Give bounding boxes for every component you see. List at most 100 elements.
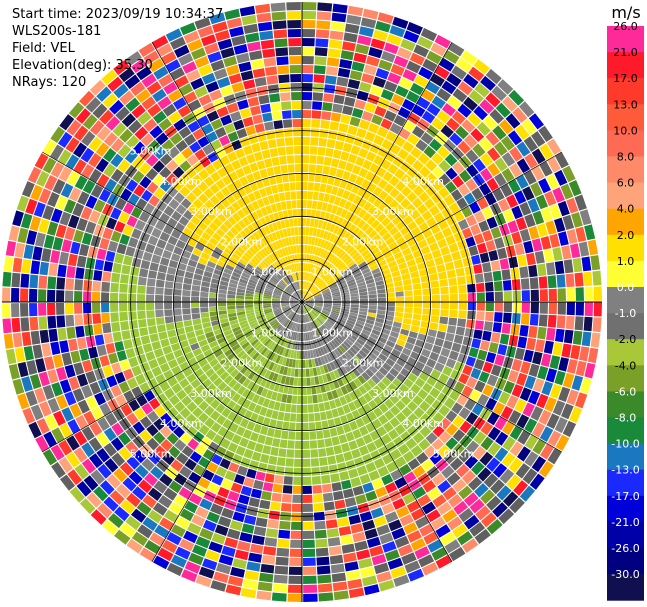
velocity-gate	[67, 419, 81, 434]
velocity-gate	[82, 179, 96, 194]
velocity-gate	[398, 333, 408, 342]
velocity-gate	[241, 523, 255, 534]
velocity-gate	[394, 316, 403, 323]
velocity-gate	[171, 383, 183, 394]
velocity-gate	[195, 384, 206, 395]
velocity-gate	[314, 276, 320, 285]
velocity-gate	[377, 336, 387, 344]
velocity-gate	[73, 447, 88, 463]
velocity-gate	[471, 338, 481, 349]
velocity-gate	[397, 148, 409, 160]
velocity-gate	[221, 175, 232, 186]
velocity-gate	[279, 280, 287, 288]
velocity-gate	[294, 305, 300, 312]
velocity-gate	[474, 82, 490, 98]
velocity-gate	[179, 508, 194, 522]
velocity-gate	[50, 341, 61, 355]
velocity-gate	[264, 436, 274, 446]
velocity-gate	[483, 473, 499, 488]
velocity-gate	[12, 332, 23, 348]
velocity-gate	[73, 362, 85, 376]
velocity-gate	[414, 546, 430, 560]
velocity-gate	[367, 411, 378, 422]
velocity-gate	[448, 494, 463, 508]
velocity-gate	[297, 290, 301, 299]
velocity-gate	[375, 280, 385, 286]
velocity-gate	[310, 458, 320, 467]
velocity-gate	[314, 329, 320, 338]
velocity-gate	[139, 327, 149, 337]
velocity-gate	[329, 361, 336, 371]
velocity-gate	[410, 270, 420, 279]
colorbar-tick-label: 13.0	[613, 98, 638, 111]
velocity-gate	[422, 295, 431, 302]
velocity-gate	[353, 216, 362, 226]
velocity-gate	[300, 290, 302, 298]
velocity-gate	[298, 332, 301, 341]
velocity-gate	[316, 565, 331, 575]
velocity-gate	[320, 120, 330, 129]
velocity-gate	[112, 262, 122, 274]
velocity-gate	[331, 269, 340, 277]
velocity-gate	[320, 313, 328, 319]
velocity-gate	[399, 463, 412, 476]
velocity-gate	[430, 516, 446, 531]
colorbar-tick-label: 26.0	[613, 20, 638, 33]
velocity-gate	[111, 272, 121, 283]
velocity-gate	[282, 485, 293, 494]
velocity-gate	[281, 238, 287, 247]
velocity-gate	[102, 271, 112, 282]
velocity-gate	[368, 298, 377, 302]
velocity-gate	[546, 174, 560, 190]
velocity-gate	[135, 373, 147, 386]
velocity-gate	[431, 249, 442, 259]
velocity-gate	[286, 287, 293, 294]
velocity-gate	[471, 187, 484, 201]
velocity-gate	[501, 269, 511, 281]
velocity-gate	[320, 285, 328, 291]
velocity-gate	[200, 252, 210, 261]
velocity-gate	[516, 372, 528, 386]
velocity-gate	[480, 152, 494, 167]
velocity-gate	[347, 192, 357, 202]
velocity-gate	[132, 170, 145, 184]
velocity-gate	[142, 343, 153, 353]
velocity-gate	[414, 361, 425, 371]
velocity-gate	[218, 302, 227, 307]
velocity-gate	[333, 590, 349, 601]
velocity-gate	[370, 219, 381, 229]
velocity-gate	[371, 114, 383, 126]
velocity-gate	[365, 368, 375, 378]
velocity-gate	[526, 337, 537, 351]
velocity-gate	[341, 292, 350, 296]
velocity-gate	[167, 146, 180, 159]
velocity-gate	[421, 89, 436, 102]
velocity-gate	[233, 414, 243, 425]
velocity-gate	[555, 328, 565, 343]
velocity-gate	[366, 215, 376, 226]
velocity-gate	[254, 306, 263, 310]
velocity-gate	[284, 319, 290, 328]
velocity-gate	[376, 126, 389, 138]
velocity-gate	[361, 414, 371, 425]
velocity-gate	[273, 212, 280, 222]
velocity-gate	[292, 110, 302, 119]
velocity-gate	[538, 178, 551, 194]
velocity-gate	[319, 283, 327, 289]
velocity-gate	[508, 410, 522, 425]
velocity-gate	[531, 456, 547, 473]
velocity-gate	[237, 465, 248, 476]
velocity-gate	[118, 432, 131, 446]
velocity-gate	[201, 317, 211, 324]
velocity-gate	[197, 25, 214, 38]
velocity-gate	[200, 307, 209, 313]
velocity-gate	[429, 351, 440, 362]
velocity-gate	[368, 47, 383, 59]
velocity-gate	[289, 264, 294, 273]
velocity-gate	[316, 279, 324, 287]
velocity-gate	[389, 417, 401, 428]
velocity-gate	[449, 285, 458, 294]
velocity-gate	[218, 297, 227, 302]
velocity-gate	[494, 157, 508, 172]
velocity-gate	[419, 166, 431, 178]
